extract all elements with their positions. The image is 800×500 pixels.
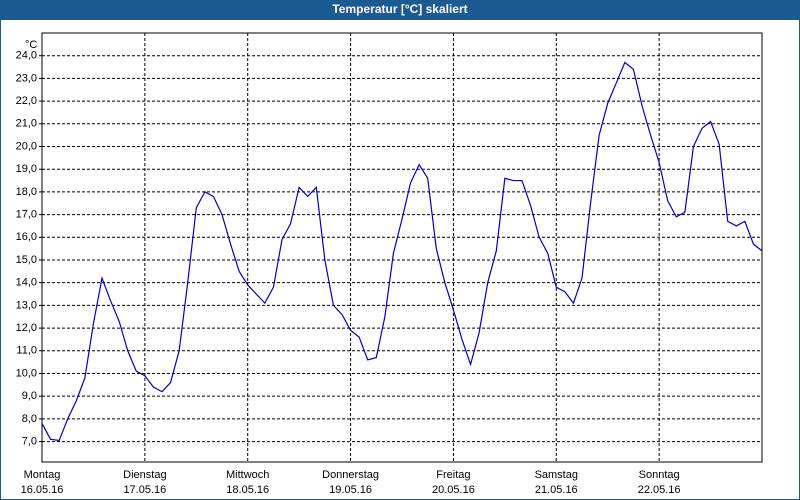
y-tick-label: 15,0 [16,254,37,266]
y-tick-label: 16,0 [16,231,37,243]
chart-title: Temperatur [°C] skaliert [332,2,467,16]
x-tick-label: Donnerstag [322,469,379,481]
y-tick-label: 14,0 [16,277,37,289]
y-tick-label: 9,0 [22,390,37,402]
x-tick-date: 19.05.16 [329,484,372,496]
temperature-line [41,61,763,442]
y-tick-label: 11,0 [16,345,37,357]
x-tick-date: 17.05.16 [123,484,166,496]
x-tick-date: 22.05.16 [638,484,681,496]
x-tick-date: 21.05.16 [535,484,578,496]
y-tick-label: 23,0 [16,72,37,84]
y-tick-label: 18,0 [16,186,37,198]
x-tick-label: Mittwoch [226,469,269,481]
y-tick-label: 7,0 [22,435,37,447]
x-tick-date: 18.05.16 [226,484,269,496]
y-tick-label: 12,0 [16,322,37,334]
x-tick-date: 16.05.16 [21,484,64,496]
y-unit: °C [25,39,37,51]
x-tick-label: Samstag [535,469,578,481]
y-tick-label: 21,0 [16,118,37,130]
y-tick-label: 19,0 [16,163,37,175]
x-tick-label: Freitag [436,469,470,481]
x-tick-date: 20.05.16 [432,484,475,496]
title-bar [0,0,800,20]
y-tick-label: 17,0 [16,208,37,220]
y-tick-label: 8,0 [22,413,37,425]
y-tick-label: 13,0 [16,299,37,311]
y-tick-label: 24,0 [16,50,37,62]
x-tick-label: Dienstag [123,469,166,481]
x-tick-label: Sonntag [639,469,680,481]
x-tick-label: Montag [24,469,61,481]
plot-area [41,32,763,463]
y-tick-label: 10,0 [16,367,37,379]
y-tick-label: 22,0 [16,95,37,107]
y-tick-label: 20,0 [16,140,37,152]
